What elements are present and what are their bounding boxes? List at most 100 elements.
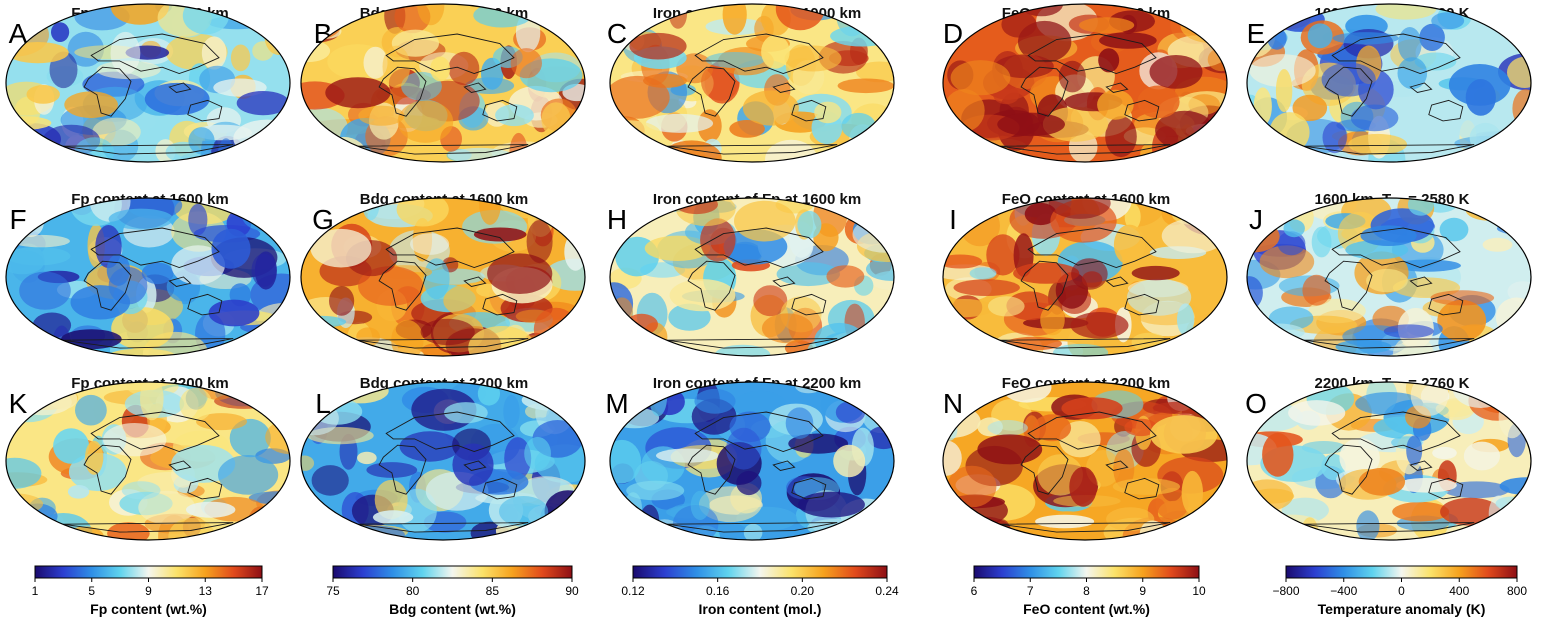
field-anomaly (509, 132, 528, 162)
field-anomaly (67, 485, 90, 499)
field-anomaly (868, 521, 894, 537)
field-anomaly (950, 60, 1011, 96)
field-anomaly (1398, 27, 1422, 62)
field-anomaly (236, 91, 290, 116)
field-anomaly (644, 235, 711, 261)
field-anomaly (992, 519, 1011, 540)
field-anomaly (1181, 470, 1204, 515)
coastline (772, 276, 796, 287)
field-anomaly (1124, 418, 1158, 437)
field-anomaly (241, 198, 286, 231)
field-anomaly (417, 4, 445, 26)
field-anomaly (1518, 518, 1531, 540)
field-anomaly (1127, 278, 1192, 316)
field-anomaly (107, 522, 150, 540)
field-anomaly (626, 480, 685, 501)
field-anomaly (52, 325, 72, 356)
panel-letter: H (607, 204, 627, 235)
field-anomaly (1185, 523, 1222, 540)
colorbar-tick-label: 0.16 (706, 584, 730, 598)
field-anomaly (997, 112, 1065, 137)
colorbar-tick-label: 0.24 (875, 584, 899, 598)
field-anomaly (1322, 121, 1347, 154)
field-anomaly (103, 423, 167, 457)
coastline (1428, 477, 1464, 500)
field-anomaly (699, 486, 762, 523)
field-anomaly (251, 253, 277, 287)
field-anomaly (1042, 106, 1109, 142)
coastline (62, 144, 234, 155)
colorbar-tick-label: 5 (88, 584, 95, 598)
field-anomaly (640, 504, 660, 537)
field-anomaly (366, 462, 418, 478)
field-anomaly (75, 394, 107, 426)
field-anomaly (1124, 203, 1141, 230)
field-anomaly (1048, 198, 1111, 219)
coastline (791, 477, 827, 500)
field-anomaly (533, 307, 579, 351)
field-anomaly (797, 210, 822, 239)
coastline (1324, 444, 1373, 495)
colorbar-tick-label: −400 (1330, 584, 1357, 598)
field-anomaly (761, 34, 790, 69)
coastline (62, 338, 234, 349)
field-anomaly (504, 437, 532, 480)
colorbar-label: Fp content (wt.%) (90, 601, 207, 617)
field-anomaly (1113, 224, 1146, 265)
colorbar-iron: 0.12 0.16 0.20 0.24 Iron content (mol.) (621, 565, 899, 617)
field-anomaly (266, 202, 290, 230)
field-anomaly (92, 117, 141, 146)
map-field (301, 382, 585, 540)
field-anomaly (1392, 501, 1450, 522)
field-anomaly (1469, 122, 1502, 153)
coastline (378, 66, 427, 117)
field-anomaly (1259, 245, 1315, 279)
field-anomaly (229, 418, 271, 458)
field-anomaly (301, 107, 348, 148)
coastline (90, 227, 220, 268)
field-anomaly (1439, 217, 1469, 242)
panel-letter: M (605, 388, 628, 419)
colorbar-tick-label: 10 (1192, 584, 1206, 598)
coastline (666, 522, 838, 533)
field-anomaly (6, 130, 23, 162)
field-anomaly (276, 391, 290, 405)
field-anomaly (1137, 85, 1180, 119)
map-field (301, 198, 585, 356)
field-anomaly (372, 510, 414, 525)
coastline (1105, 460, 1129, 471)
field-anomaly (61, 329, 122, 350)
map-field (1247, 198, 1531, 356)
field-anomaly (1430, 290, 1495, 306)
field-anomaly (521, 389, 585, 412)
coastline (357, 144, 529, 155)
field-anomaly (188, 203, 208, 236)
field-anomaly (977, 434, 1043, 465)
field-anomaly (1013, 262, 1080, 284)
panel-b: BBdg content at 1000 km (300, 3, 586, 163)
field-anomaly (1079, 17, 1135, 34)
field-anomaly (423, 258, 450, 300)
field-anomaly (110, 4, 169, 25)
field-anomaly (610, 132, 636, 162)
field-anomaly (776, 262, 840, 287)
field-anomaly (138, 490, 196, 525)
field-anomaly (1207, 198, 1227, 231)
colorbar-feo: 6 7 8 9 10 FeO content (wt.%) (971, 565, 1206, 617)
field-anomaly (1473, 198, 1521, 219)
coastline (1409, 460, 1433, 471)
field-anomaly (1033, 414, 1072, 442)
colorbar-temp: −800 −400 0 400 800 Temperature anomaly (K) (1272, 565, 1527, 617)
coastline (1428, 99, 1464, 122)
field-anomaly (34, 513, 93, 540)
field-anomaly (179, 387, 213, 422)
field-anomaly (1432, 446, 1457, 460)
coastline (772, 460, 796, 471)
field-anomaly (301, 455, 315, 471)
field-anomaly (705, 52, 765, 68)
field-anomaly (363, 46, 388, 79)
field-anomaly (1288, 400, 1346, 426)
colorbar-tick-label: 9 (1139, 584, 1146, 598)
coastline (482, 293, 518, 316)
